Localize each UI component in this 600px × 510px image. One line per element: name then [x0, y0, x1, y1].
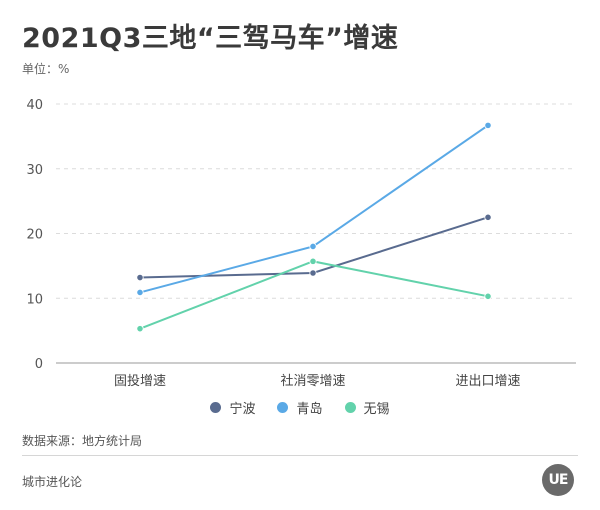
- data-point: [136, 288, 144, 297]
- line-chart: 0 10 20 30 40 固投增速 社消零增速 进出口增速: [0, 88, 600, 389]
- chart-legend: 宁波 青岛 无锡: [0, 398, 600, 417]
- data-point: [136, 273, 144, 282]
- legend-swatch: [210, 402, 222, 413]
- data-point: [484, 292, 492, 300]
- legend-item: 宁波: [210, 398, 255, 417]
- legend-item: 无锡: [344, 398, 390, 417]
- legend-label: 青岛: [296, 402, 323, 417]
- legend-item: 青岛: [277, 398, 323, 417]
- data-point: [309, 269, 317, 277]
- y-tick-label: 20: [26, 228, 43, 243]
- unit-label: 单位：%: [22, 62, 70, 76]
- data-point: [309, 257, 317, 265]
- brand-name: 城市进化论: [22, 475, 83, 489]
- brand-logo: UE: [542, 464, 574, 496]
- y-tick-label: 40: [26, 98, 43, 113]
- data-point: [484, 121, 492, 129]
- chart-title: 2021Q3三地“三驾马车”增速: [22, 23, 399, 54]
- data-point: [136, 325, 144, 333]
- data-point: [484, 213, 492, 221]
- footer-divider: [22, 455, 578, 456]
- y-tick-label: 0: [35, 357, 43, 372]
- series-line: [139, 124, 489, 294]
- x-tick-label: 社消零增速: [280, 373, 345, 388]
- data-source: 数据来源：地方统计局: [22, 434, 143, 448]
- legend-label: 无锡: [363, 402, 390, 417]
- x-tick-label: 进出口增速: [455, 374, 520, 388]
- data-point: [309, 242, 317, 251]
- legend-swatch: [344, 402, 356, 413]
- y-tick-label: 10: [26, 292, 43, 307]
- legend-label: 宁波: [229, 402, 256, 417]
- x-tick-label: 固投增速: [114, 373, 166, 388]
- chart-svg: 0 10 20 30 40 固投增速 社消零增速 进出口增速: [26, 98, 576, 389]
- y-tick-label: 30: [26, 163, 43, 178]
- legend-swatch: [277, 402, 289, 413]
